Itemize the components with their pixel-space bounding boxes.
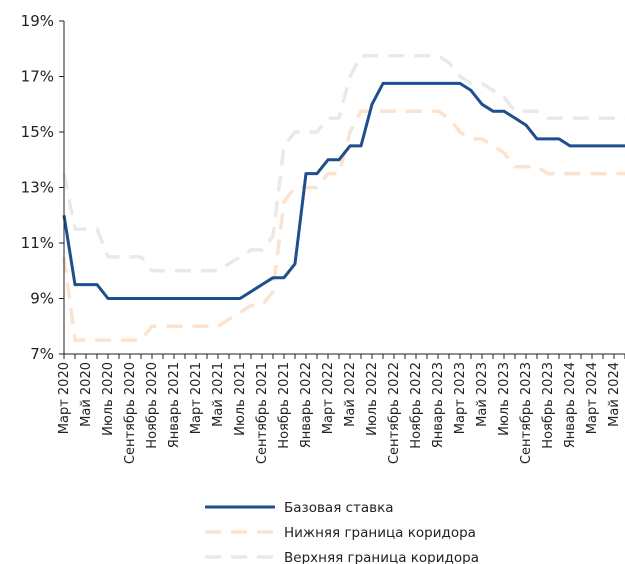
y-tick-label: 7% (30, 345, 54, 363)
x-tick-label: Март 2024 (585, 362, 600, 434)
x-tick-label: Май 2023 (475, 362, 490, 427)
x-tick-label: Январь 2024 (563, 362, 578, 448)
x-tick-label: Март 2022 (321, 362, 336, 434)
series-line-0 (62, 81, 625, 300)
legend: Базовая ставка Нижняя граница коридора Вер… (205, 500, 479, 564)
x-tick-label: Июль 2022 (365, 362, 380, 436)
x-tick-label: Сентябрь 2021 (255, 362, 270, 464)
y-tick-label: 17% (21, 68, 54, 86)
x-tick-label: Март 2023 (453, 362, 468, 434)
legend-label-1: Нижняя граница коридора (284, 525, 476, 541)
y-tick-label: 13% (21, 179, 54, 197)
x-tick-label: Март 2021 (189, 362, 204, 434)
x-tick-label: Июль 2020 (101, 362, 116, 436)
y-tick-label: 15% (21, 123, 54, 141)
y-tick-label: 9% (30, 290, 54, 308)
legend-label-2: Верхняя граница коридора (284, 550, 479, 564)
x-tick-label: Ноябрь 2021 (277, 362, 292, 449)
x-tick-label: Июль 2023 (497, 362, 512, 436)
y-tick-label: 11% (21, 234, 54, 252)
legend-label-0: Базовая ставка (284, 500, 394, 516)
series-layer (62, 53, 625, 342)
axes-layer: 7% 9% 11% 13% 15% 17% 19% Март 2020 Май 2020 Июль… (21, 12, 625, 464)
x-tick-label: Март 2020 (57, 362, 72, 434)
x-tick-label: Ноябрь 2023 (541, 362, 556, 449)
x-tick-label: Январь 2021 (167, 362, 182, 448)
series-line-2 (62, 53, 625, 273)
x-tick-label: Май 2022 (343, 362, 358, 427)
y-tick-label: 19% (21, 12, 54, 30)
x-tick-label: Май 2024 (607, 362, 622, 427)
x-tick-label: Сентябрь 2020 (123, 362, 138, 464)
x-tick-label: Январь 2022 (299, 362, 314, 448)
x-tick-label: Май 2020 (79, 362, 94, 427)
x-tick-label: Ноябрь 2020 (145, 362, 160, 449)
x-tick-label: Январь 2023 (431, 362, 446, 448)
x-tick-label: Сентябрь 2023 (519, 362, 534, 464)
x-tick-label: Ноябрь 2022 (409, 362, 424, 449)
series-line-1 (62, 109, 625, 342)
x-tick-label: Июль 2021 (233, 362, 248, 436)
x-tick-label: Сентябрь 2022 (387, 362, 402, 464)
x-tick-label: Май 2021 (211, 362, 226, 427)
